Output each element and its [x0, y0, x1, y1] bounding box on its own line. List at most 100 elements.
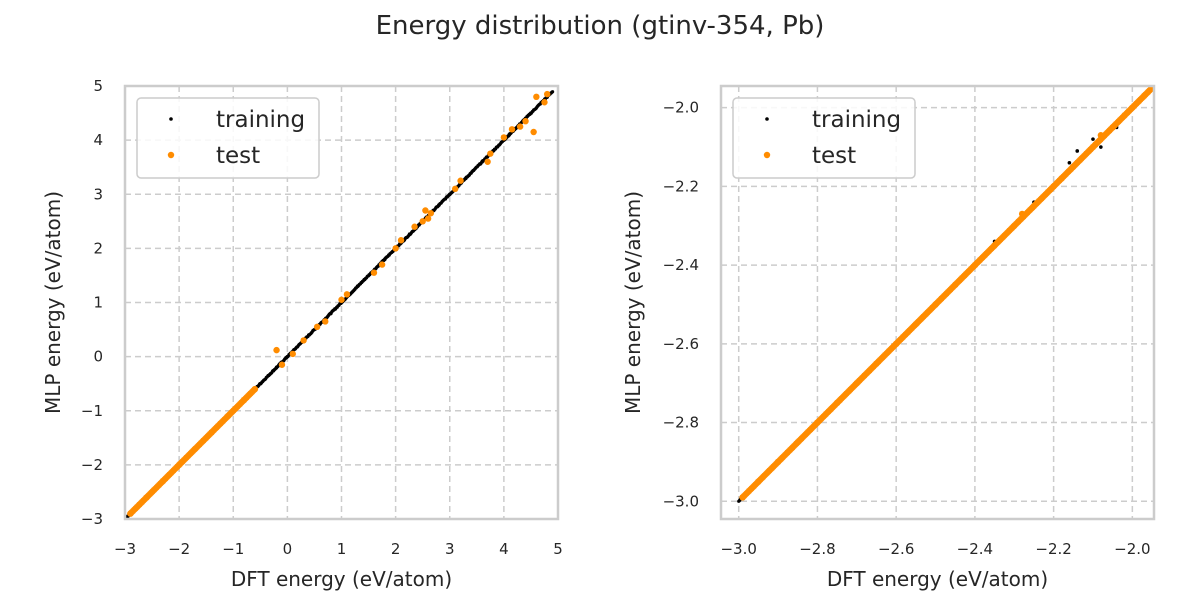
x-tick-label: −3 — [114, 540, 136, 558]
legend-label-training: training — [812, 107, 901, 133]
test-point — [378, 261, 386, 268]
test-point — [240, 396, 248, 404]
y-tick-label: −2 — [81, 456, 103, 474]
test-point — [1097, 132, 1105, 139]
test-point — [971, 261, 979, 269]
test-point — [1050, 183, 1057, 190]
test-point — [1109, 124, 1116, 131]
x-tick-label: −2.0 — [1114, 540, 1150, 558]
test-point — [159, 477, 167, 485]
test-point — [1089, 143, 1097, 151]
training-point — [1099, 145, 1103, 149]
training-point — [1067, 160, 1072, 165]
y-tick-label: 3 — [93, 185, 103, 203]
y-tick-label: 2 — [93, 239, 103, 257]
axes-frame — [123, 84, 560, 521]
y-tick-label: −2.6 — [663, 335, 699, 353]
training-point — [437, 203, 441, 207]
legend-label-test: test — [216, 143, 260, 169]
legend: training test — [136, 97, 320, 179]
x-tick-label: 4 — [499, 540, 509, 558]
test-point — [739, 494, 746, 501]
test-point — [814, 419, 821, 426]
training-point — [307, 333, 311, 337]
test-point — [516, 123, 524, 130]
test-point — [289, 350, 296, 358]
test-point — [313, 323, 321, 331]
test-point — [300, 337, 307, 344]
test-point — [1011, 222, 1018, 229]
legend-label-training: training — [216, 107, 305, 133]
test-point — [853, 379, 861, 387]
test-point — [522, 117, 529, 125]
test-point — [833, 399, 841, 407]
test-point — [794, 439, 801, 446]
chart-panel-left: −3 −2 −1 0 1 2 3 4 5 −3 −2 −1 0 1 2 3 4 5 DFT energy (eV/a… — [41, 77, 563, 591]
y-tick-label: 4 — [93, 131, 103, 149]
x-tick-label: 5 — [553, 540, 563, 558]
x-tick-label: −3.0 — [720, 540, 756, 558]
y-tick-label: −3.0 — [663, 492, 699, 510]
test-point — [397, 237, 405, 244]
plot-area — [125, 90, 555, 519]
y-tick-label: −3 — [81, 510, 103, 528]
training-point — [464, 176, 468, 180]
test-point — [508, 126, 516, 133]
test-point — [192, 445, 199, 452]
y-tick-label: −2.0 — [663, 99, 699, 117]
test-point — [343, 291, 351, 298]
training-point — [447, 192, 452, 197]
test-point — [175, 461, 183, 469]
test-point — [541, 99, 548, 106]
legend-marker-training — [765, 117, 769, 121]
test-point — [533, 93, 540, 101]
test-point — [755, 478, 762, 485]
test-point — [338, 296, 345, 303]
training-point — [1091, 137, 1095, 141]
test-point — [427, 209, 435, 217]
y-axis-label: MLP energy (eV/atom) — [621, 191, 645, 414]
test-point — [873, 360, 880, 367]
test-point — [1018, 210, 1026, 218]
x-axis-label: DFT energy (eV/atom) — [231, 567, 452, 591]
training-point — [355, 284, 360, 289]
test-point — [127, 510, 134, 517]
chart-panel-right: −3.0 −2.8 −2.6 −2.4 −2.2 −2.0 −3.0 −2.8 −2.6 −2.4… — [621, 84, 1156, 591]
test-point — [424, 215, 432, 222]
test-point — [1070, 163, 1077, 170]
x-tick-label: −2.8 — [799, 540, 835, 558]
test-point — [543, 90, 551, 98]
test-point — [530, 128, 537, 136]
test-point — [370, 269, 378, 276]
x-tick-label: −1 — [222, 540, 244, 558]
training-point — [258, 381, 263, 386]
training-point — [480, 159, 485, 164]
test-point — [419, 218, 426, 225]
test-point — [1030, 202, 1038, 210]
x-tick-label: 1 — [337, 540, 347, 558]
legend-marker-test — [763, 151, 771, 159]
test-point — [278, 361, 286, 368]
test-point — [1058, 175, 1065, 182]
y-tick-label: 5 — [93, 77, 103, 95]
test-point — [1140, 92, 1148, 100]
x-tick-label: 0 — [283, 540, 293, 558]
legend-marker-training — [169, 117, 173, 121]
test-point — [224, 412, 232, 420]
training-point — [274, 365, 279, 370]
test-point — [273, 346, 280, 354]
y-tick-label: −2.4 — [663, 256, 699, 274]
x-tick-label: −2.6 — [878, 540, 914, 558]
test-point — [952, 281, 959, 288]
test-point — [500, 134, 508, 141]
training-point — [550, 90, 555, 94]
test-point — [392, 245, 399, 252]
x-tick-label: −2.4 — [957, 540, 993, 558]
legend-box — [136, 97, 320, 179]
y-tick-label: −1 — [81, 402, 103, 420]
x-axis-label: DFT energy (eV/atom) — [827, 567, 1048, 591]
legend-marker-test — [167, 151, 175, 159]
test-point — [991, 242, 998, 249]
training-point — [285, 354, 290, 359]
